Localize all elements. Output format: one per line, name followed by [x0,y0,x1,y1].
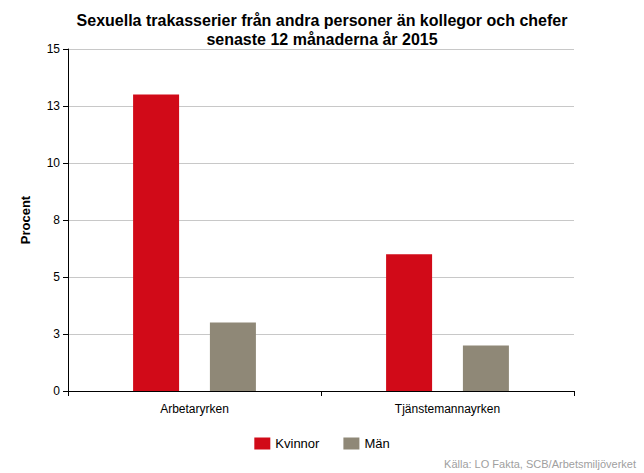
svg-text:8: 8 [53,213,60,227]
svg-text:Sexuella trakasserier från and: Sexuella trakasserier från andra persone… [77,12,568,29]
svg-text:10: 10 [47,156,61,170]
svg-text:Kvinnor: Kvinnor [275,436,320,451]
svg-text:3: 3 [53,327,60,341]
svg-text:senaste 12 månaderna år 2015: senaste 12 månaderna år 2015 [206,31,437,48]
svg-text:15: 15 [47,42,61,56]
svg-text:Procent: Procent [18,195,33,244]
svg-text:13: 13 [47,99,61,113]
svg-text:Tjänstemannayrken: Tjänstemannayrken [395,402,500,416]
svg-text:Arbetaryrken: Arbetaryrken [160,402,229,416]
svg-text:0: 0 [53,384,60,398]
svg-text:Källa: LO Fakta, SCB/Arbetsmil: Källa: LO Fakta, SCB/Arbetsmiljöverket [444,458,636,470]
svg-text:5: 5 [53,270,60,284]
svg-text:Män: Män [364,436,389,451]
